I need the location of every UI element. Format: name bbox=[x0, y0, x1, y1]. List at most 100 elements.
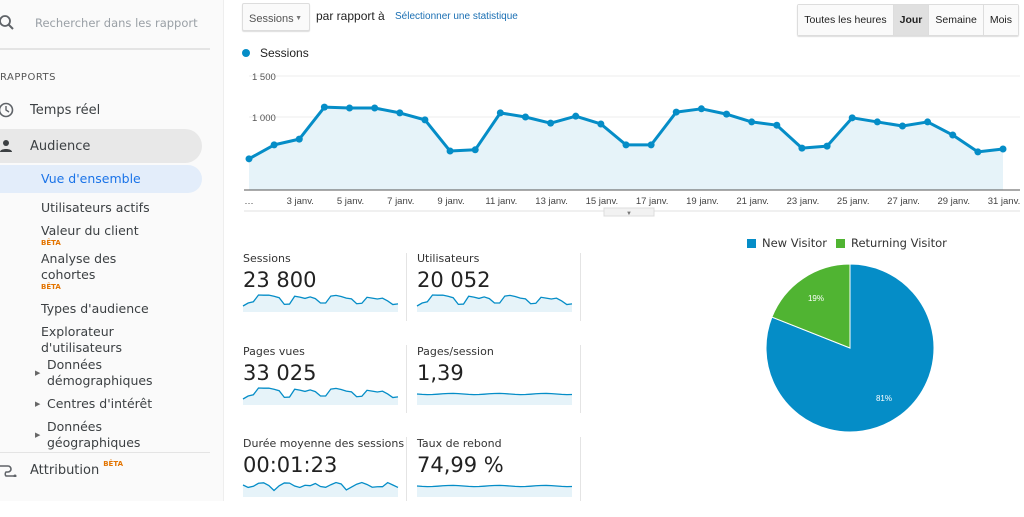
expand-arrow-icon[interactable]: ▶ bbox=[35, 369, 41, 377]
section-title: RAPPORTS bbox=[0, 72, 56, 83]
data-point bbox=[295, 135, 303, 143]
sidebar-item-audience[interactable]: Audience bbox=[0, 129, 202, 163]
metric-label: Sessions bbox=[243, 252, 291, 265]
expand-arrow-icon[interactable]: ▶ bbox=[35, 400, 41, 408]
sidebar-item-attribution[interactable]: Attribution BÊTA bbox=[0, 453, 202, 487]
beta-badge: BÊTA bbox=[103, 460, 123, 468]
divider bbox=[406, 253, 407, 321]
sparkline bbox=[242, 481, 399, 492]
search-icon bbox=[0, 15, 14, 30]
period-week-button[interactable]: Semaine bbox=[928, 5, 983, 35]
data-point bbox=[320, 103, 328, 111]
period-hourly-button[interactable]: Toutes les heures bbox=[798, 5, 893, 35]
data-point bbox=[421, 116, 429, 124]
data-point bbox=[697, 105, 705, 113]
metric-value: 23 800 bbox=[243, 268, 317, 292]
sidebar-item-vue-ensemble[interactable]: Vue d'ensemble bbox=[0, 165, 202, 193]
data-point bbox=[974, 148, 982, 156]
collapse-handle bbox=[603, 207, 655, 217]
chevron-down-icon: ▼ bbox=[626, 211, 632, 217]
x-tick-label: 23 janv. bbox=[787, 196, 820, 207]
sparkline-fill bbox=[243, 482, 398, 497]
metric-pages-session[interactable]: Pages/session 1,39 bbox=[417, 345, 582, 425]
x-tick-label: 11 janv. bbox=[485, 196, 517, 207]
pie-slice bbox=[765, 263, 935, 433]
x-tick-label: 21 janv. bbox=[736, 196, 769, 207]
metric-pages-vues[interactable]: Pages vues 33 025 bbox=[243, 345, 408, 425]
metric-utilisateurs[interactable]: Utilisateurs 20 052 bbox=[417, 252, 582, 332]
period-month-button[interactable]: Mois bbox=[982, 5, 1018, 35]
divider bbox=[406, 437, 407, 501]
x-tick-label: 31 janv. bbox=[988, 196, 1021, 207]
data-point bbox=[346, 104, 354, 112]
sidebar: Rechercher dans les rapport RAPPORTS Tem… bbox=[0, 0, 224, 501]
data-point bbox=[773, 121, 781, 129]
legend-swatch bbox=[836, 238, 845, 248]
y-tick-label: 1 500 bbox=[252, 72, 276, 83]
data-point bbox=[748, 118, 756, 126]
sidebar-item-geographiques[interactable]: Données géographiques bbox=[47, 419, 141, 450]
metric-sessions[interactable]: Sessions 23 800 bbox=[243, 252, 408, 332]
data-point bbox=[622, 141, 630, 149]
sidebar-item-valeur-client[interactable]: Valeur du client BÊTA bbox=[41, 223, 139, 247]
x-tick-label: 27 janv. bbox=[887, 196, 920, 207]
chart-legend: Sessions bbox=[242, 46, 309, 60]
metric-label: Pages/session bbox=[417, 345, 494, 358]
metric-select[interactable]: Sessions ▼ bbox=[242, 3, 310, 31]
sidebar-item-label: Audience bbox=[30, 138, 91, 154]
main-content: Sessions ▼ par rapport à Sélectionner une… bbox=[224, 0, 1024, 501]
sidebar-item-centres-interet[interactable]: Centres d'intérêt bbox=[47, 396, 153, 411]
sidebar-item-types-audience[interactable]: Types d'audience bbox=[41, 301, 149, 316]
metric-select-value: Sessions bbox=[249, 13, 294, 25]
period-day-button[interactable]: Jour bbox=[892, 5, 929, 35]
sidebar-item-utilisateurs-actifs[interactable]: Utilisateurs actifs bbox=[41, 200, 150, 215]
metric-value: 33 025 bbox=[243, 361, 317, 385]
chevron-down-icon: ▼ bbox=[295, 15, 302, 22]
label: Analyse des cohortes bbox=[41, 251, 117, 282]
legend-label: Sessions bbox=[260, 46, 309, 60]
sidebar-item-label: Attribution bbox=[30, 462, 100, 478]
legend-dot bbox=[242, 49, 250, 57]
data-point bbox=[547, 119, 555, 127]
area-fill bbox=[249, 107, 1003, 190]
pie-legend-new: New Visitor bbox=[747, 236, 827, 250]
legend-label: New Visitor bbox=[762, 236, 828, 250]
data-point bbox=[723, 110, 731, 118]
pie-slice-label: 19% bbox=[808, 294, 824, 303]
sparkline bbox=[416, 484, 573, 488]
metric-value: 1,39 bbox=[417, 361, 464, 385]
metric-value: 20 052 bbox=[417, 268, 491, 292]
x-tick-label: 5 janv. bbox=[337, 196, 364, 207]
x-tick-label: 15 janv. bbox=[586, 196, 619, 207]
metric-label: Durée moyenne des sessions bbox=[243, 437, 405, 450]
metric-taux-rebond[interactable]: Taux de rebond 74,99 % bbox=[417, 437, 582, 517]
data-point bbox=[597, 120, 605, 128]
metric-label: Taux de rebond bbox=[417, 437, 502, 450]
expand-arrow-icon[interactable]: ▶ bbox=[35, 431, 41, 439]
sidebar-item-cohortes[interactable]: Analyse des cohortes BÊTA bbox=[41, 251, 131, 291]
x-tick-label: 25 janv. bbox=[837, 196, 870, 207]
data-point bbox=[672, 108, 680, 116]
data-point bbox=[798, 144, 806, 152]
person-icon bbox=[0, 140, 12, 152]
data-point bbox=[270, 141, 278, 149]
sidebar-item-explorateur[interactable]: Explorateur d'utilisateurs bbox=[41, 324, 122, 355]
sidebar-item-temps-reel[interactable]: Temps réel bbox=[0, 93, 202, 127]
divider bbox=[580, 437, 581, 501]
metric-duree-moyenne[interactable]: Durée moyenne des sessions 00:01:23 bbox=[243, 437, 408, 517]
divider bbox=[406, 345, 407, 413]
x-tick-label: 9 janv. bbox=[437, 196, 464, 207]
data-point bbox=[496, 109, 504, 117]
metric-value: 00:01:23 bbox=[243, 453, 338, 477]
search-input[interactable]: Rechercher dans les rapport bbox=[35, 16, 198, 30]
pie-legend-returning: Returning Visitor bbox=[836, 236, 947, 250]
sparkline bbox=[242, 294, 399, 307]
sidebar-item-demographiques[interactable]: Données démographiques bbox=[47, 357, 153, 388]
sparkline-fill bbox=[417, 485, 572, 497]
select-stat-link[interactable]: Sélectionner une statistique bbox=[395, 11, 518, 22]
report-search[interactable]: Rechercher dans les rapport bbox=[0, 0, 210, 50]
data-point bbox=[396, 109, 404, 117]
data-point bbox=[471, 146, 479, 154]
data-point bbox=[898, 122, 906, 130]
